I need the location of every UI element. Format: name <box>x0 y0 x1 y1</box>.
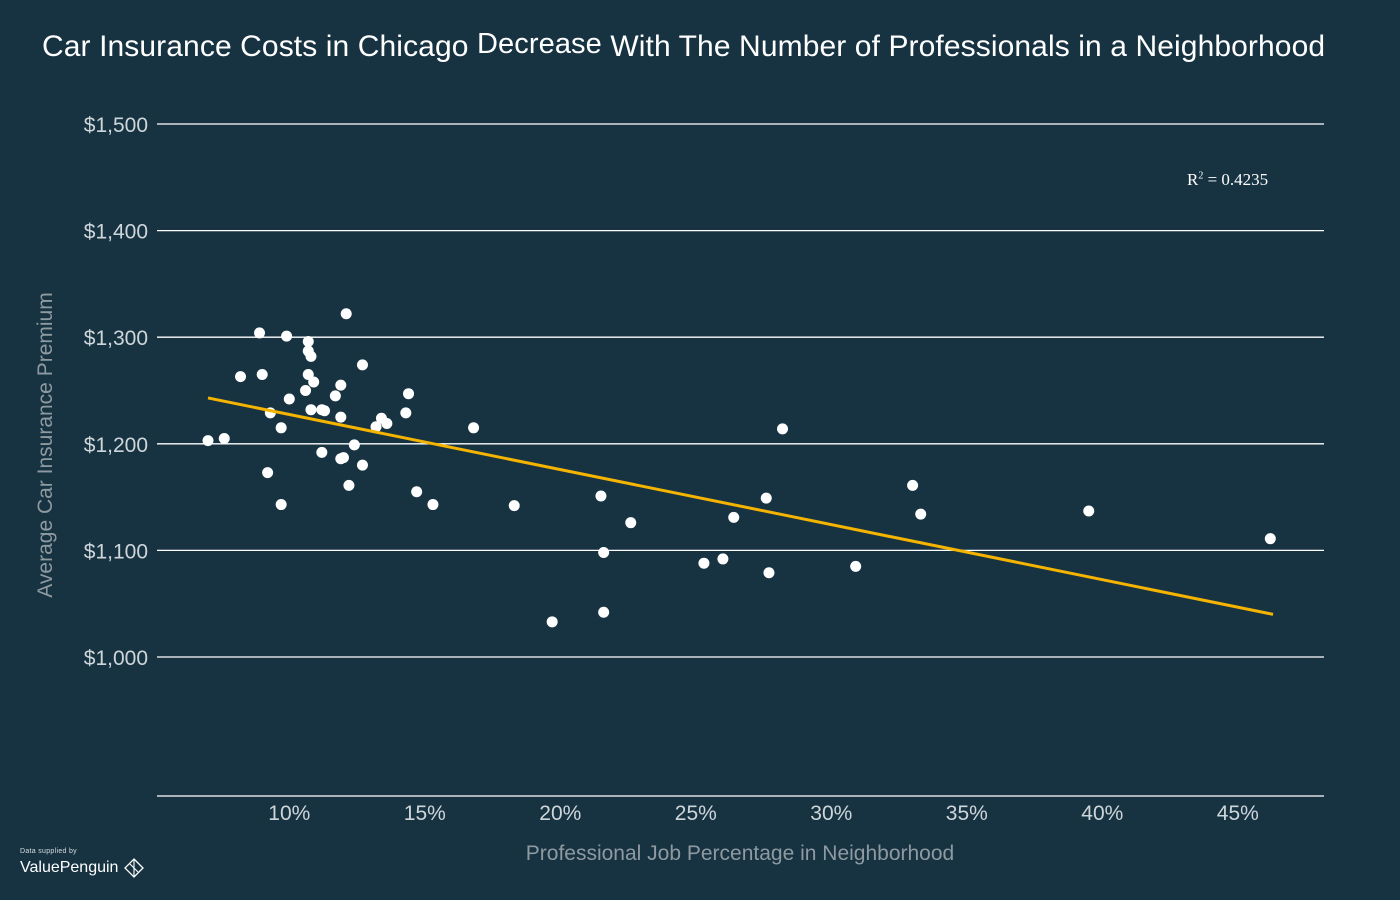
data-point <box>907 479 919 491</box>
data-point <box>253 327 265 339</box>
data-point <box>1264 533 1276 545</box>
data-point <box>760 492 772 504</box>
data-point <box>275 422 287 434</box>
x-tick-label: 10% <box>268 802 310 825</box>
data-point <box>235 371 247 383</box>
data-point <box>308 376 320 388</box>
brand-credit: Data supplied by ValuePenguin <box>20 848 145 878</box>
data-point <box>381 418 393 430</box>
brand-supplied-by: Data supplied by <box>20 848 77 855</box>
data-point <box>319 405 331 417</box>
data-point <box>595 490 607 502</box>
chart-title-part3: With The Number of Professionals in a Ne… <box>610 30 1326 63</box>
data-point <box>302 335 314 347</box>
data-point <box>508 500 520 512</box>
data-point <box>335 411 347 423</box>
data-point <box>340 308 352 320</box>
data-point <box>850 560 862 572</box>
data-point <box>275 499 287 511</box>
y-tick-label: $1,000 <box>84 647 148 670</box>
r-squared-value: = 0.4235 <box>1203 170 1269 189</box>
x-tick-label: 35% <box>946 802 988 825</box>
data-point <box>305 404 317 416</box>
r-squared-annotation: R2 = 0.4235 <box>1187 170 1268 190</box>
chart-title-part2: Decrease <box>476 28 602 60</box>
y-tick-label: $1,300 <box>84 327 148 350</box>
data-point <box>356 459 368 471</box>
data-point <box>343 479 355 491</box>
brand-logo: ValuePenguin <box>20 858 145 878</box>
data-point <box>400 407 412 419</box>
data-point <box>316 446 328 458</box>
data-point <box>1083 505 1095 517</box>
y-tick-label: $1,200 <box>84 434 148 457</box>
data-point <box>468 422 480 434</box>
data-point <box>335 379 347 391</box>
trendline <box>207 396 1274 616</box>
data-point <box>370 421 382 433</box>
x-tick-label: 15% <box>404 802 446 825</box>
data-point <box>283 393 295 405</box>
data-point <box>915 508 927 520</box>
r-squared-label: R <box>1187 170 1199 189</box>
data-point <box>281 330 293 342</box>
brand-name: ValuePenguin <box>20 859 119 876</box>
data-point <box>202 435 214 447</box>
data-point <box>329 390 341 402</box>
data-point <box>698 557 710 569</box>
data-point <box>356 359 368 371</box>
chart-title-part1: Car Insurance Costs in Chicago <box>42 30 469 63</box>
data-point <box>348 439 360 451</box>
y-tick-label: $1,400 <box>84 221 148 244</box>
penguin-diamond-icon <box>124 858 145 878</box>
data-point <box>546 616 558 628</box>
x-tick-label: 20% <box>539 802 581 825</box>
data-point <box>427 499 439 511</box>
x-tick-label: 45% <box>1217 802 1259 825</box>
data-point <box>300 385 312 396</box>
y-axis-title: Average Car Insurance Premium <box>34 292 57 598</box>
data-point <box>598 606 610 618</box>
x-tick-label: 30% <box>810 802 852 825</box>
chart-title: Car Insurance Costs in Chicago Decrease … <box>42 28 1326 64</box>
r-squared-exponent: 2 <box>1198 170 1204 182</box>
data-point <box>625 517 637 529</box>
data-point <box>305 350 317 362</box>
data-point <box>598 547 610 559</box>
data-point <box>403 388 415 400</box>
data-point <box>763 567 775 579</box>
data-point <box>262 467 274 479</box>
y-tick-label: $1,100 <box>84 540 148 563</box>
data-point <box>728 511 740 523</box>
data-point <box>777 423 789 435</box>
x-tick-label: 25% <box>675 802 717 825</box>
x-axis-title: Professional Job Percentage in Neighborh… <box>525 842 955 865</box>
data-point <box>338 452 349 464</box>
data-point <box>411 486 423 498</box>
data-point <box>717 553 729 565</box>
data-point <box>256 369 268 381</box>
y-tick-label: $1,500 <box>84 114 148 137</box>
data-point <box>218 432 230 444</box>
x-tick-label: 40% <box>1081 802 1123 825</box>
